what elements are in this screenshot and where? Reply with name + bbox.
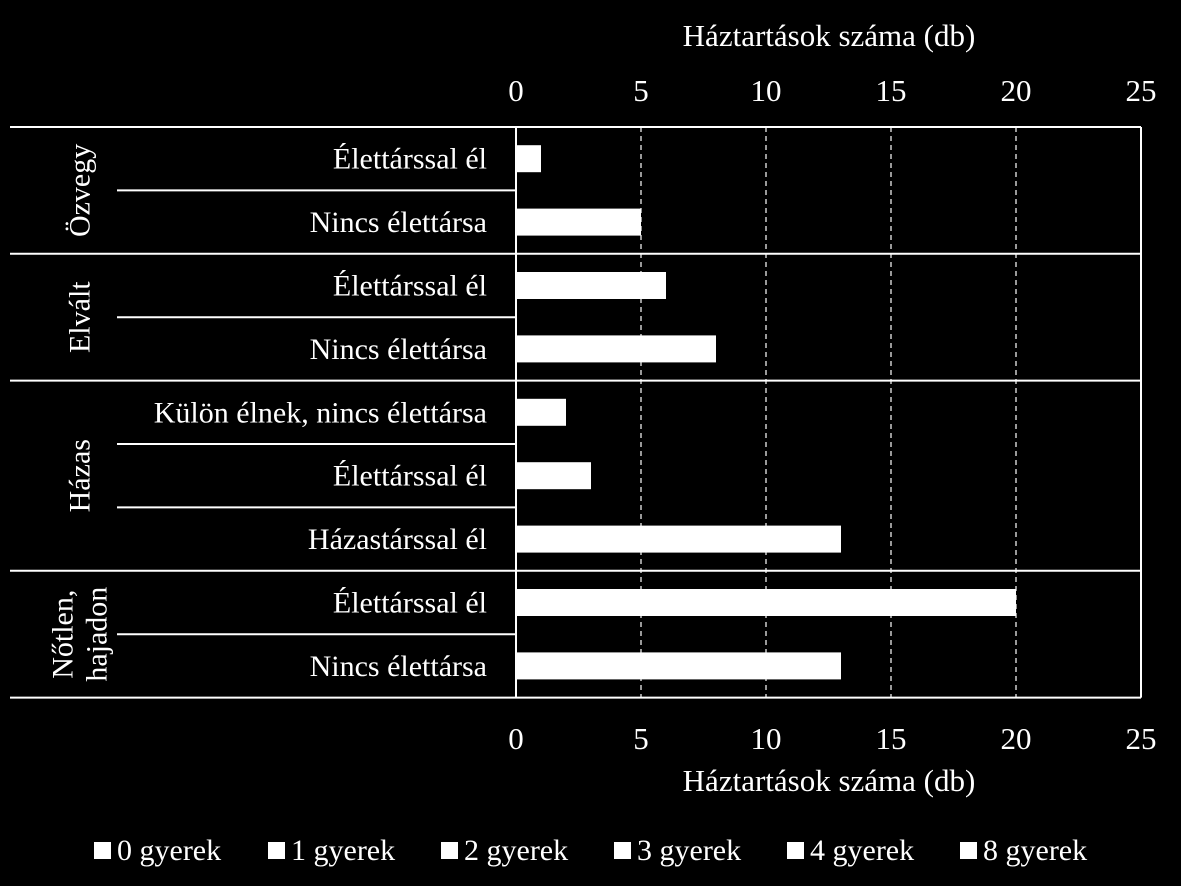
x-tick-label-bottom: 0 bbox=[508, 721, 524, 756]
category-label: Élettárssal él bbox=[333, 143, 487, 176]
x-tick-label-bottom: 25 bbox=[1126, 721, 1157, 756]
group-label: Házas bbox=[64, 439, 97, 512]
group-label: Elvált bbox=[64, 281, 97, 353]
x-tick-label-bottom: 20 bbox=[1001, 721, 1032, 756]
x-tick-label-top: 5 bbox=[633, 73, 649, 108]
category-label: Élettárssal él bbox=[333, 270, 487, 303]
legend-label: 0 gyerek bbox=[117, 834, 221, 867]
legend-label: 3 gyerek bbox=[637, 834, 741, 867]
x-tick-label-top: 15 bbox=[876, 73, 907, 108]
x-tick-label-top: 0 bbox=[508, 73, 524, 108]
legend-swatch bbox=[614, 842, 631, 859]
legend-label: 4 gyerek bbox=[810, 834, 914, 867]
category-label: Külön élnek, nincs élettársa bbox=[154, 396, 487, 429]
bars bbox=[517, 145, 1016, 680]
legend: 0 gyerek 1 gyerek 2 gyerek 3 gyerek 4 gyerek… bbox=[94, 834, 1087, 867]
x-tick-label-top: 20 bbox=[1001, 73, 1032, 108]
bar bbox=[517, 272, 666, 299]
legend-label: 8 gyerek bbox=[983, 834, 1087, 867]
category-label: Nincs élettársa bbox=[310, 650, 487, 683]
legend-swatch bbox=[960, 842, 977, 859]
bar bbox=[517, 335, 716, 363]
legend-swatch bbox=[787, 842, 804, 859]
x-axis-title-bottom: Háztartások száma (db) bbox=[683, 763, 976, 798]
legend-label: 1 gyerek bbox=[291, 834, 395, 867]
category-label: Élettárssal él bbox=[333, 587, 487, 620]
legend-swatch bbox=[268, 842, 285, 859]
bar bbox=[517, 652, 841, 680]
group-labels: Özvegy Elvált Házas Nőtlen, hajadon bbox=[10, 144, 1141, 682]
x-tick-label-top: 10 bbox=[751, 73, 782, 108]
x-tick-label-bottom: 5 bbox=[633, 721, 649, 756]
category-label: Nincs élettársa bbox=[310, 206, 487, 239]
group-label: Özvegy bbox=[64, 144, 97, 237]
group-label: hajadon bbox=[81, 587, 114, 682]
bar bbox=[517, 462, 591, 490]
bar bbox=[517, 145, 541, 173]
bar bbox=[517, 589, 1016, 616]
legend-swatch bbox=[441, 842, 458, 859]
group-label: Nőtlen, bbox=[47, 590, 80, 679]
x-axis-ticks-top: 0 5 10 15 20 25 bbox=[508, 73, 1156, 108]
chart-frame bbox=[10, 126, 1142, 699]
bar bbox=[517, 208, 641, 236]
x-tick-label-bottom: 15 bbox=[876, 721, 907, 756]
x-tick-label-top: 25 bbox=[1126, 73, 1157, 108]
category-label: Nincs élettársa bbox=[310, 333, 487, 366]
bar bbox=[517, 398, 566, 426]
legend-label: 2 gyerek bbox=[464, 834, 568, 867]
legend-swatch bbox=[94, 842, 111, 859]
category-label: Házastárssal él bbox=[308, 523, 487, 556]
category-label: Élettárssal él bbox=[333, 460, 487, 493]
bar bbox=[517, 525, 841, 553]
x-axis-title-top: Háztartások száma (db) bbox=[683, 18, 976, 53]
x-tick-label-bottom: 10 bbox=[751, 721, 782, 756]
x-axis-ticks-bottom: 0 5 10 15 20 25 bbox=[508, 721, 1156, 756]
category-labels: Élettárssal él Nincs élettársa Élettárssal… bbox=[117, 143, 516, 683]
